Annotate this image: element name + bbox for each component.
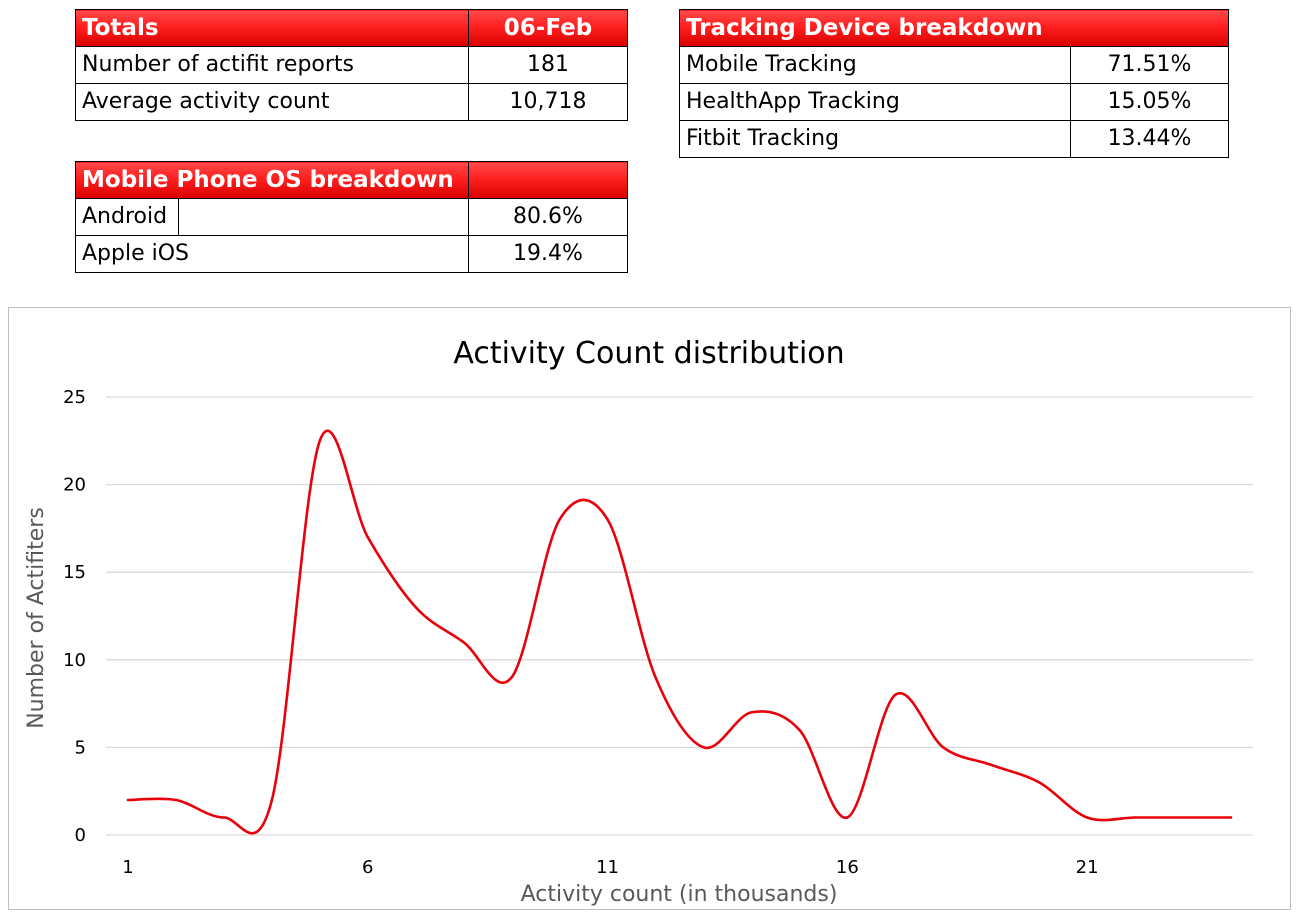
series-line — [126, 429, 1233, 835]
row-label: Average activity count — [75, 83, 469, 121]
y-tick-label: 25 — [63, 387, 86, 408]
data-point — [270, 798, 274, 802]
y-axis-label: Number of Actifiters — [24, 507, 49, 729]
x-axis-label: Activity count (in thousands) — [521, 882, 838, 907]
data-point — [462, 641, 465, 644]
row-label: Android — [75, 198, 179, 236]
totals-header-row: Totals 06-Feb — [75, 9, 628, 47]
data-point — [126, 798, 130, 802]
data-point — [366, 535, 369, 539]
data-point — [414, 606, 417, 609]
data-point — [702, 746, 705, 749]
x-tick-label: 16 — [836, 857, 859, 878]
data-point — [894, 693, 897, 697]
table-row: Android 80.6% — [75, 198, 628, 236]
data-point — [558, 518, 561, 521]
device-header-row: Tracking Device breakdown — [678, 9, 1230, 47]
row-label: Apple iOS — [75, 235, 469, 273]
device-breakdown-table: Tracking Device breakdown Mobile Trackin… — [678, 9, 1230, 158]
row-value: 181 — [468, 46, 628, 84]
data-point — [1181, 816, 1185, 819]
data-point — [654, 676, 657, 679]
row-value: 13.44% — [1069, 120, 1230, 158]
table-row: HealthApp Tracking 15.05% — [679, 83, 1230, 121]
device-header: Tracking Device breakdown — [678, 9, 1230, 47]
row-label: Number of actifit reports — [75, 46, 469, 84]
empty-cell — [178, 198, 469, 236]
y-tick-label: 10 — [63, 650, 86, 671]
data-point — [222, 816, 226, 819]
x-tick-label: 21 — [1076, 857, 1099, 878]
row-label: HealthApp Tracking — [679, 83, 1071, 121]
y-tick-label: 0 — [75, 825, 86, 846]
data-point — [798, 728, 801, 732]
row-value: 71.51% — [1069, 46, 1230, 84]
table-row: Mobile Tracking 71.51% — [679, 46, 1230, 84]
y-tick-label: 5 — [75, 737, 86, 758]
data-point — [174, 798, 178, 802]
y-tick-label: 15 — [63, 562, 86, 583]
chart-title: Activity Count distribution — [453, 336, 844, 371]
data-point — [1085, 816, 1089, 819]
data-point — [318, 439, 322, 442]
table-row: Number of actifit reports 181 — [75, 46, 628, 84]
data-point — [606, 518, 609, 521]
totals-table: Totals 06-Feb Number of actifit reports … — [75, 9, 628, 121]
row-value: 15.05% — [1069, 83, 1230, 121]
totals-date: 06-Feb — [468, 9, 628, 47]
y-tick-label: 20 — [63, 475, 86, 496]
x-tick-label: 11 — [596, 857, 619, 878]
x-tick-label: 1 — [122, 857, 133, 878]
row-label: Mobile Tracking — [679, 46, 1071, 84]
table-row: Average activity count 10,718 — [75, 83, 628, 121]
os-header-row: Mobile Phone OS breakdown — [75, 161, 628, 199]
row-value: 80.6% — [468, 198, 628, 236]
data-point — [942, 746, 945, 749]
os-breakdown-table: Mobile Phone OS breakdown Android 80.6% … — [75, 161, 628, 273]
row-value: 10,718 — [468, 83, 628, 121]
data-point — [510, 676, 513, 679]
x-tick-label: 6 — [362, 857, 373, 878]
chart-container: Activity Count distribution 0 5 10 15 20 25 1 6 1… — [8, 307, 1291, 910]
data-point — [1229, 816, 1233, 819]
data-point — [750, 711, 753, 714]
data-point — [1037, 781, 1041, 784]
table-row: Apple iOS 19.4% — [75, 235, 628, 273]
row-label: Fitbit Tracking — [679, 120, 1071, 158]
os-header: Mobile Phone OS breakdown — [75, 161, 469, 199]
data-point — [990, 763, 993, 767]
data-point — [1133, 816, 1137, 819]
os-header-empty — [468, 161, 628, 199]
totals-header: Totals — [75, 9, 469, 47]
data-point — [846, 816, 849, 819]
row-value: 19.4% — [468, 235, 628, 273]
table-row: Fitbit Tracking 13.44% — [679, 120, 1230, 158]
